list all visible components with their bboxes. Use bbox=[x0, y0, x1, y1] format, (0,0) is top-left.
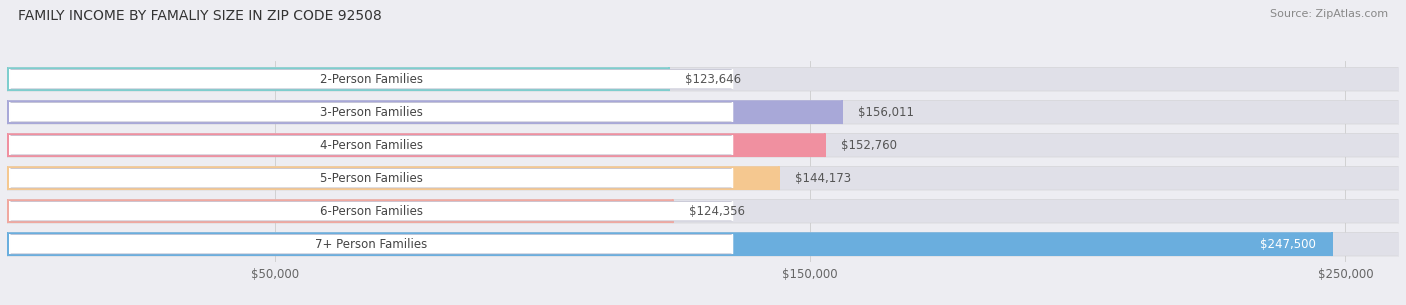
Text: FAMILY INCOME BY FAMALIY SIZE IN ZIP CODE 92508: FAMILY INCOME BY FAMALIY SIZE IN ZIP COD… bbox=[18, 9, 382, 23]
FancyBboxPatch shape bbox=[10, 70, 733, 89]
FancyBboxPatch shape bbox=[7, 232, 1331, 256]
FancyBboxPatch shape bbox=[10, 168, 733, 188]
FancyBboxPatch shape bbox=[10, 102, 733, 122]
Text: 5-Person Families: 5-Person Families bbox=[319, 172, 423, 185]
Text: Source: ZipAtlas.com: Source: ZipAtlas.com bbox=[1270, 9, 1388, 19]
FancyBboxPatch shape bbox=[7, 100, 1399, 124]
Text: 4-Person Families: 4-Person Families bbox=[319, 139, 423, 152]
FancyBboxPatch shape bbox=[7, 166, 779, 190]
Text: 7+ Person Families: 7+ Person Families bbox=[315, 238, 427, 251]
Text: $124,356: $124,356 bbox=[689, 205, 745, 218]
FancyBboxPatch shape bbox=[7, 232, 1399, 256]
FancyBboxPatch shape bbox=[7, 100, 842, 124]
Text: $144,173: $144,173 bbox=[794, 172, 851, 185]
Text: $156,011: $156,011 bbox=[858, 106, 914, 119]
Text: 2-Person Families: 2-Person Families bbox=[319, 73, 423, 86]
Text: $247,500: $247,500 bbox=[1260, 238, 1316, 251]
FancyBboxPatch shape bbox=[7, 199, 1399, 223]
FancyBboxPatch shape bbox=[7, 166, 1399, 190]
Text: $152,760: $152,760 bbox=[841, 139, 897, 152]
FancyBboxPatch shape bbox=[7, 133, 825, 157]
Text: $123,646: $123,646 bbox=[685, 73, 741, 86]
FancyBboxPatch shape bbox=[10, 135, 733, 155]
FancyBboxPatch shape bbox=[10, 235, 733, 254]
FancyBboxPatch shape bbox=[7, 67, 1399, 91]
FancyBboxPatch shape bbox=[7, 67, 669, 91]
Text: 6-Person Families: 6-Person Families bbox=[319, 205, 423, 218]
Text: 3-Person Families: 3-Person Families bbox=[319, 106, 423, 119]
FancyBboxPatch shape bbox=[10, 201, 733, 221]
FancyBboxPatch shape bbox=[7, 199, 673, 223]
FancyBboxPatch shape bbox=[7, 133, 1399, 157]
